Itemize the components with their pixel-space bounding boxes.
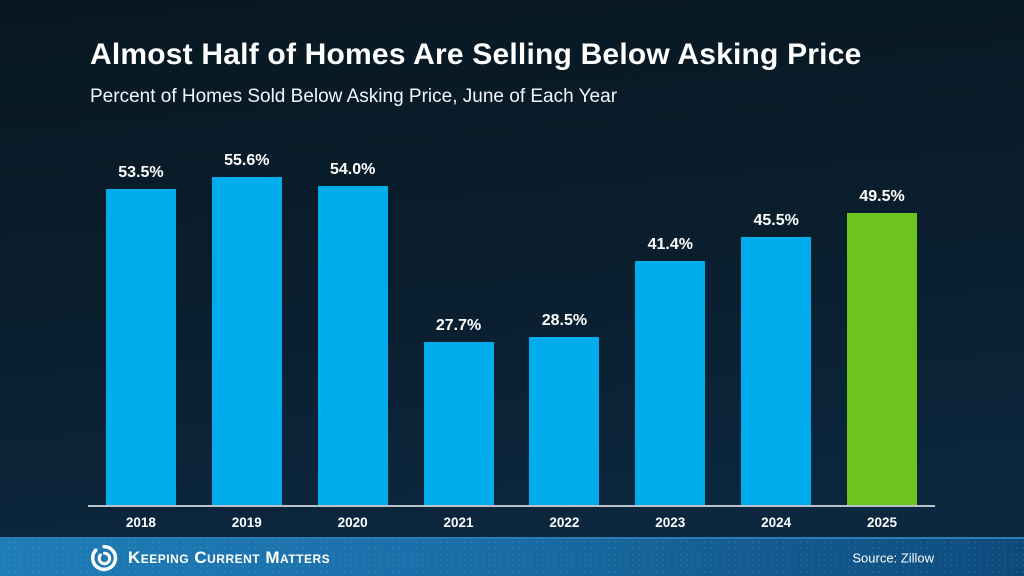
x-axis-labels: 2018 2019 2020 2021 2022 2023 2024 2025 [88, 507, 935, 530]
plot-area: 53.5% 55.6% 54.0% 27.7% 28.5% 41.4% 45.5% 49.5% [88, 145, 935, 507]
brand-name: Keeping Current Matters [128, 547, 331, 567]
x-tick-2021: 2021 [443, 515, 474, 530]
bar-value-label: 27.7% [435, 317, 482, 334]
x-tick-2023: 2023 [655, 515, 686, 530]
bar-2020 [317, 186, 388, 505]
bar-value-label: 53.5% [118, 164, 164, 181]
bar-value-label: 28.5% [541, 312, 588, 329]
bar-value-label: 55.6% [224, 152, 270, 169]
x-tick-2020: 2020 [337, 515, 368, 530]
bar-2023 [635, 261, 706, 505]
bar-value-label: 41.4% [647, 236, 693, 253]
x-tick-2022: 2022 [549, 515, 580, 530]
bar-group-2024: 45.5% [723, 145, 829, 505]
bar-group-2022: 28.5% [512, 145, 618, 505]
chart-title: Almost Half of Homes Are Selling Below A… [90, 38, 862, 71]
chart-subtitle: Percent of Homes Sold Below Asking Price… [90, 86, 618, 107]
bar-group-2020: 54.0% [300, 145, 406, 505]
bar-value-label: 54.0% [330, 161, 376, 178]
x-tick-2018: 2018 [125, 515, 156, 530]
bar-group-2018: 53.5% [88, 145, 194, 505]
x-tick-2024: 2024 [761, 515, 792, 530]
bar-2018 [105, 189, 176, 505]
bar-group-2019: 55.6% [194, 145, 300, 505]
brand: Keeping Current Matters [90, 544, 330, 572]
kcm-swirl-icon [90, 544, 118, 571]
x-tick-2025: 2025 [867, 515, 898, 530]
source-label: Source: Zillow [852, 550, 934, 565]
x-tick-2019: 2019 [231, 515, 262, 530]
bar-group-2025: 49.5% [829, 145, 935, 505]
bar-value-label: 49.5% [859, 188, 905, 205]
bar-value-label: 45.5% [753, 212, 799, 229]
bar-2021 [423, 342, 494, 505]
bar-2025 [847, 213, 918, 505]
bar-2022 [529, 337, 600, 505]
footer-bar: Keeping Current Matters Source: Zillow [0, 537, 1024, 576]
bar-chart: 53.5% 55.6% 54.0% 27.7% 28.5% 41.4% 45.5% 49.5%… [88, 145, 935, 530]
bar-2019 [211, 177, 282, 505]
bar-group-2023: 41.4% [617, 145, 723, 505]
bar-group-2021: 27.7% [406, 145, 512, 505]
bar-2024 [741, 237, 812, 505]
